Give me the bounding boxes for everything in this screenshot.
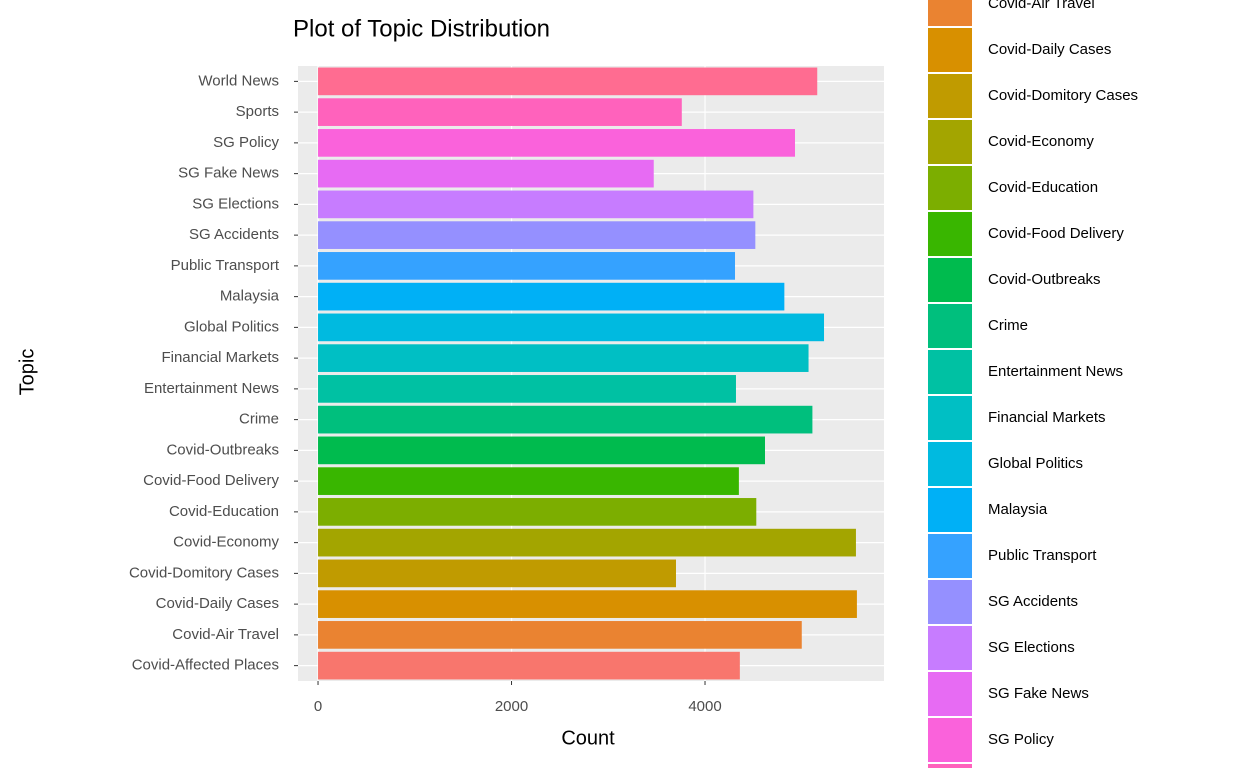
legend-label: SG Accidents <box>988 593 1078 610</box>
legend-label: Covid-Air Travel <box>988 0 1095 12</box>
x-tick-label: 4000 <box>688 698 721 715</box>
y-tick-label: Covid-Outbreaks <box>166 441 279 458</box>
y-tick-label: SG Elections <box>192 195 279 212</box>
y-tick-label: Financial Markets <box>161 349 279 366</box>
legend-label: Financial Markets <box>988 409 1106 426</box>
legend-key <box>928 350 972 394</box>
bar <box>318 375 736 403</box>
bar <box>318 129 795 157</box>
bar <box>318 313 825 342</box>
panel <box>298 66 884 681</box>
legend-key <box>928 534 972 578</box>
bar <box>318 498 757 526</box>
y-axis-title: Topic <box>16 349 38 396</box>
y-tick-label: Public Transport <box>171 257 280 274</box>
legend-label: SG Elections <box>988 639 1075 656</box>
bar <box>318 98 682 126</box>
legend-key <box>928 396 972 440</box>
legend-label: Covid-Domitory Cases <box>988 87 1138 104</box>
legend-key <box>928 166 972 210</box>
legend-key <box>928 120 972 164</box>
legend-key <box>928 764 972 768</box>
bar <box>318 467 739 495</box>
y-tick-label: SG Accidents <box>189 226 279 243</box>
y-tick-label: Covid-Daily Cases <box>156 595 279 612</box>
bar <box>318 621 802 649</box>
legend-key <box>928 258 972 302</box>
legend-label: Malaysia <box>988 501 1048 518</box>
legend-label: Covid-Education <box>988 179 1098 196</box>
legend-label: SG Fake News <box>988 685 1089 702</box>
legend-label: Covid-Outbreaks <box>988 271 1101 288</box>
bar <box>318 252 736 280</box>
legend-key <box>928 672 972 716</box>
legend-label: Covid-Food Delivery <box>988 225 1124 242</box>
legend-label: Global Politics <box>988 455 1083 472</box>
legend-key <box>928 442 972 486</box>
bar <box>318 436 766 465</box>
y-tick-label: Covid-Food Delivery <box>143 472 279 489</box>
legend-key <box>928 718 972 762</box>
bar <box>318 344 809 372</box>
bar <box>318 405 813 434</box>
y-tick-label: Covid-Air Travel <box>172 626 279 643</box>
y-tick-label: Covid-Education <box>169 503 279 520</box>
y-tick-label: SG Fake News <box>178 165 279 182</box>
bar <box>318 559 676 588</box>
legend-key <box>928 304 972 348</box>
x-tick-label: 2000 <box>495 698 528 715</box>
legend-key <box>928 488 972 532</box>
bar <box>318 190 754 219</box>
y-tick-label: Global Politics <box>184 318 279 335</box>
bar <box>318 159 654 188</box>
legend-label: Covid-Economy <box>988 133 1094 150</box>
legend-label: Crime <box>988 317 1028 334</box>
legend-label: SG Policy <box>988 731 1054 748</box>
bar <box>318 282 785 311</box>
legend-label: Entertainment News <box>988 363 1123 380</box>
bar <box>318 67 818 96</box>
x-tick-label: 0 <box>314 698 322 715</box>
legend-label: Covid-Daily Cases <box>988 41 1111 58</box>
legend-label: Public Transport <box>988 547 1097 564</box>
legend-key <box>928 28 972 72</box>
legend-key <box>928 0 972 26</box>
y-tick-label: Entertainment News <box>144 380 279 397</box>
chart-title: Plot of Topic Distribution <box>293 15 550 42</box>
y-tick-label: Sports <box>236 103 279 120</box>
y-tick-label: World News <box>198 72 279 89</box>
bar <box>318 528 856 557</box>
y-tick-label: SG Policy <box>213 134 279 151</box>
legend-key <box>928 626 972 670</box>
bar <box>318 221 756 249</box>
y-tick-label: Crime <box>239 411 279 428</box>
y-tick-label: Covid-Economy <box>173 534 279 551</box>
bar <box>318 651 740 680</box>
x-axis-title: Count <box>561 727 615 749</box>
bar <box>318 590 857 618</box>
legend-key <box>928 74 972 118</box>
y-tick-label: Malaysia <box>220 288 280 305</box>
y-tick-label: Covid-Affected Places <box>132 657 279 674</box>
legend-key <box>928 580 972 624</box>
legend-key <box>928 212 972 256</box>
y-tick-label: Covid-Domitory Cases <box>129 564 279 581</box>
